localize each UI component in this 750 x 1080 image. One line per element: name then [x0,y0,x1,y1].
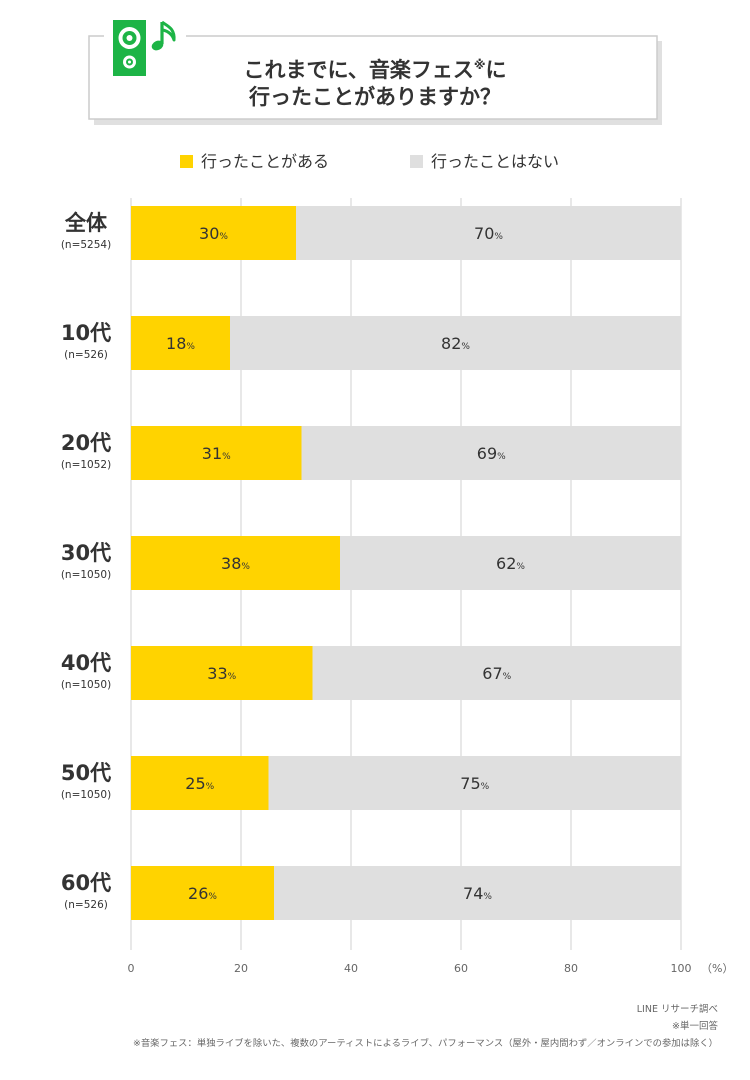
data-label-no: 75% [460,774,489,793]
data-label-yes: 31% [202,444,231,463]
data-label-value: 67 [482,664,502,683]
data-label-value: 38 [221,554,241,573]
music-note-icon [151,20,176,51]
bar-yes [131,426,302,480]
sample-size-label: (n=526) [64,899,108,911]
data-label-no: 62% [496,554,525,573]
title-line1-suffix: に [486,58,507,82]
footnote-definition: ※音楽フェス：単独ライブを除いた、複数のアーティストによるライブ、パフォーマンス… [133,1037,718,1049]
data-label-unit: % [481,782,490,792]
bar-no [268,756,681,810]
category-label: 30代 [61,541,111,565]
data-label-value: 30 [199,224,219,243]
legend-swatch-no [410,155,423,168]
data-label-unit: % [208,892,217,902]
bar-yes [131,646,313,700]
data-label-no: 74% [463,884,492,903]
data-label-yes: 33% [207,664,236,683]
bar-yes [131,206,296,260]
data-label-unit: % [241,562,250,572]
bar-yes [131,536,340,590]
title-line2: 行ったことがありますか？ [248,85,501,109]
title-box: これまでに、音楽フェス※に 行ったことがありますか？ [88,20,662,125]
sample-size-label: (n=1050) [61,789,111,801]
bar-no [340,536,681,590]
data-label-no: 70% [474,224,503,243]
legend-swatch-yes [180,155,193,168]
data-label-unit: % [497,452,506,462]
legend: 行ったことがある 行ったことはない [180,152,559,171]
bar-yes [131,316,230,370]
x-axis: 0 20 40 60 80 100 （%） [128,962,734,975]
data-label-value: 31 [202,444,222,463]
category-labels: 全体 (n=5254) 10代 (n=526) 20代 (n=1052) 30代 (n=105… [61,211,111,911]
data-label-yes: 26% [188,884,217,903]
bar-yes [131,756,269,810]
legend-label-no: 行ったことはない [431,152,559,171]
sample-size-label: (n=1050) [61,679,111,691]
bar-yes [131,866,274,920]
category-label: 60代 [61,871,111,895]
x-axis-unit: （%） [701,962,733,975]
data-label-unit: % [516,562,525,572]
category-label: 50代 [61,761,111,785]
data-label-value: 75 [460,774,480,793]
footnotes: LINE リサーチ調べ ※単一回答 ※音楽フェス：単独ライブを除いた、複数のアー… [133,1003,718,1049]
data-label-value: 26 [188,884,208,903]
data-label-unit: % [483,892,492,902]
sample-size-label: (n=1050) [61,569,111,581]
data-label-unit: % [503,672,512,682]
data-label-unit: % [219,232,228,242]
data-label-unit: % [186,342,195,352]
data-label-yes: 25% [185,774,214,793]
data-label-unit: % [228,672,237,682]
data-label-value: 70 [474,224,494,243]
data-label-yes: 18% [166,334,195,353]
bar-no [296,206,681,260]
x-tick-label: 80 [564,962,578,975]
data-label-no: 67% [482,664,511,683]
data-label-yes: 30% [199,224,228,243]
legend-label-yes: 行ったことがある [201,152,329,171]
category-label: 20代 [61,431,111,455]
data-label-unit: % [494,232,503,242]
bar-no [312,646,681,700]
footnote-source: LINE リサーチ調べ [637,1003,718,1015]
x-tick-label: 60 [454,962,468,975]
sample-size-label: (n=526) [64,349,108,361]
x-tick-label: 100 [671,962,692,975]
footnote-single-answer: ※単一回答 [672,1020,718,1032]
category-label: 40代 [61,651,111,675]
bar-no [301,426,681,480]
data-label-value: 69 [477,444,497,463]
data-label-value: 74 [463,884,483,903]
bar-no [230,316,681,370]
bar-no [274,866,681,920]
category-label: 10代 [61,321,111,345]
data-label-value: 82 [441,334,461,353]
data-label-value: 62 [496,554,516,573]
data-label-value: 25 [185,774,205,793]
data-label-unit: % [222,452,231,462]
x-tick-label: 40 [344,962,358,975]
data-label-no: 69% [477,444,506,463]
data-label-value: 18 [166,334,186,353]
category-label: 全体 [64,211,108,235]
sample-size-label: (n=5254) [61,239,111,251]
data-label-unit: % [461,342,470,352]
x-tick-label: 0 [128,962,135,975]
x-tick-label: 20 [234,962,248,975]
data-label-no: 82% [441,334,470,353]
data-label-value: 33 [207,664,227,683]
speaker-icon [113,20,146,76]
data-label-unit: % [206,782,215,792]
title-mark: ※ [474,58,486,72]
data-label-yes: 38% [221,554,250,573]
title-line1-main: これまでに、音楽フェス [243,58,473,82]
bars: 30% 70%18% 82%31% 69%38% 62%33% 67%25% 75%26% 7… [131,206,681,920]
title-line1: これまでに、音楽フェス※に [243,58,506,82]
sample-size-label: (n=1052) [61,459,111,471]
